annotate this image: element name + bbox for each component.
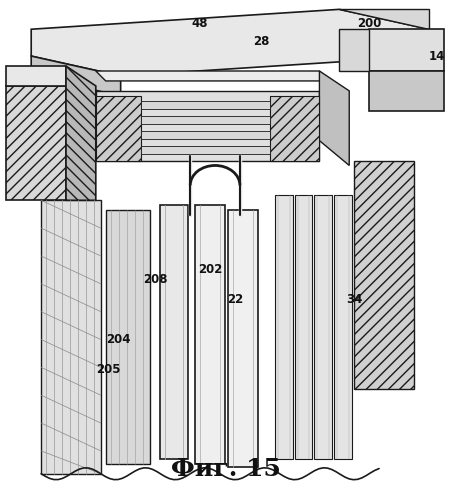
Polygon shape [354,160,414,389]
Text: 28: 28 [254,34,270,48]
Text: 22: 22 [227,293,243,306]
Polygon shape [140,101,270,109]
Polygon shape [31,10,429,76]
Polygon shape [314,196,333,459]
Polygon shape [270,96,319,160]
Polygon shape [339,10,429,29]
Polygon shape [369,71,443,111]
Text: 204: 204 [106,333,131,346]
Text: 14: 14 [429,50,445,62]
Polygon shape [6,66,66,86]
Text: 200: 200 [357,17,381,30]
Polygon shape [160,205,188,459]
Polygon shape [339,29,369,71]
Polygon shape [195,205,225,464]
Polygon shape [41,200,101,474]
Text: 202: 202 [198,264,222,276]
Text: 34: 34 [346,293,362,306]
Polygon shape [96,96,140,160]
Polygon shape [66,66,96,200]
Polygon shape [31,56,120,96]
Polygon shape [334,196,352,459]
Polygon shape [106,210,150,464]
Text: 208: 208 [143,274,168,286]
Text: 205: 205 [96,363,121,376]
Text: Фиг. 15: Фиг. 15 [171,457,281,481]
Polygon shape [140,130,270,138]
Polygon shape [96,71,329,81]
Polygon shape [140,116,270,124]
Polygon shape [6,86,66,200]
Text: 48: 48 [192,17,208,30]
Polygon shape [228,210,258,467]
Polygon shape [275,196,293,459]
Polygon shape [294,196,313,459]
Polygon shape [140,146,270,154]
Polygon shape [319,71,349,166]
Polygon shape [369,29,443,71]
Polygon shape [96,91,319,160]
